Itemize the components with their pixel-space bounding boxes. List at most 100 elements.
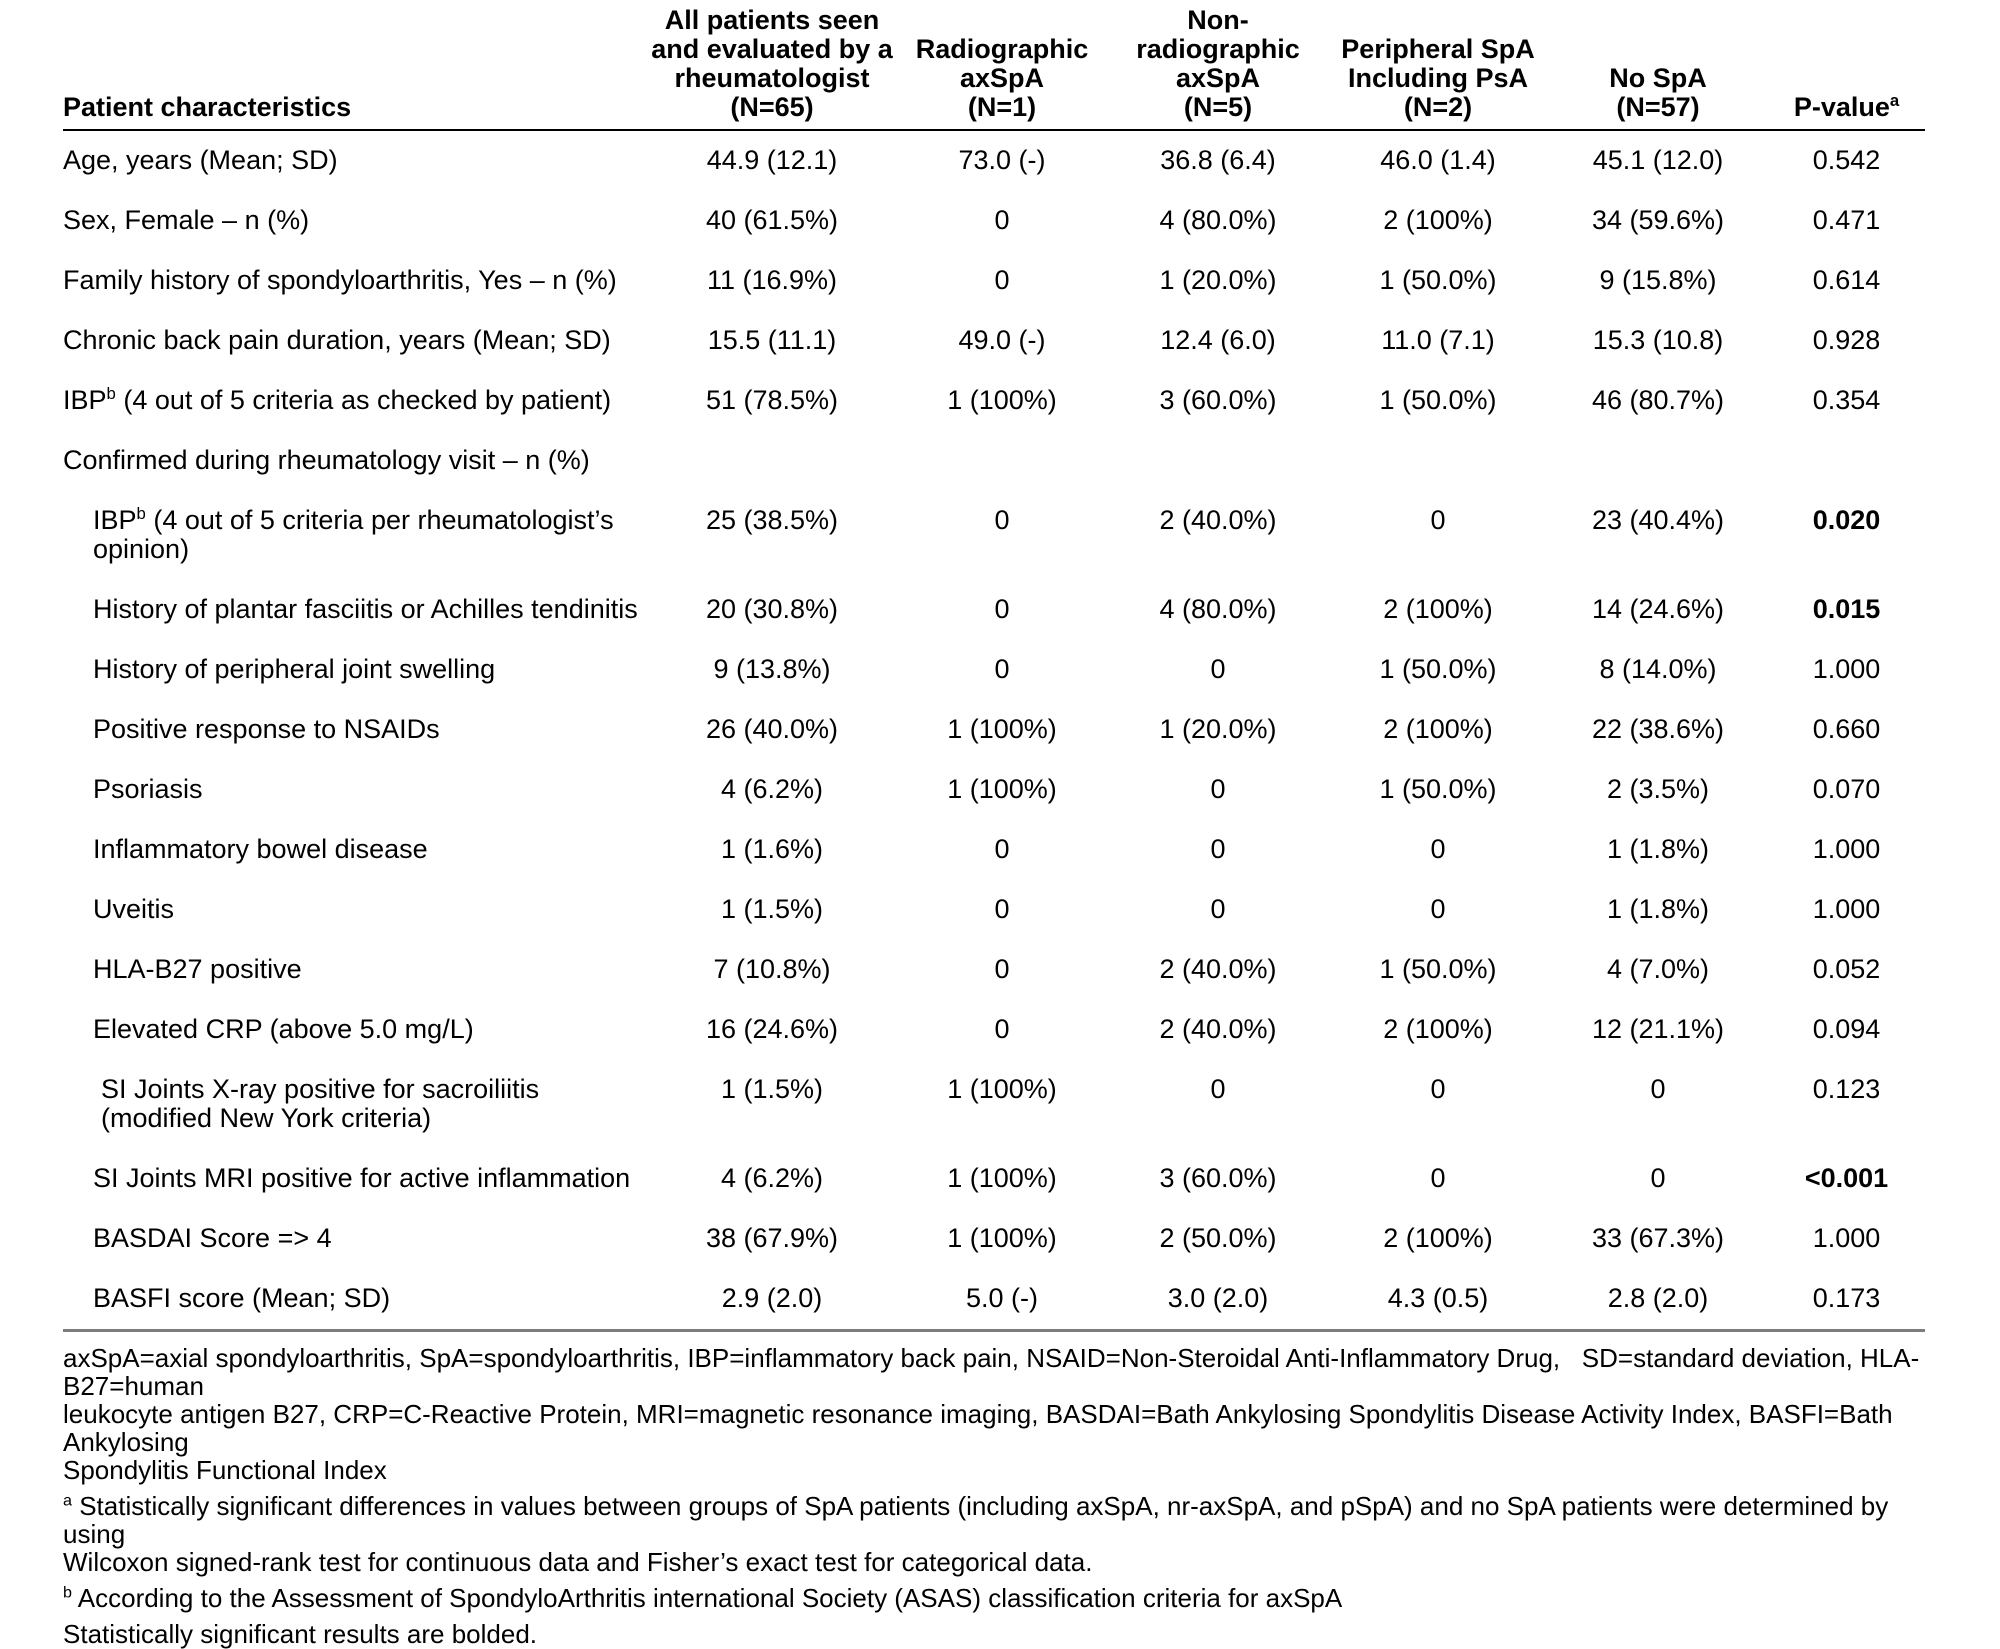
table-row: Chronic back pain duration, years (Mean;… <box>63 311 1925 371</box>
table-footnotes: axSpA=axial spondyloarthritis, SpA=spond… <box>63 1344 1938 1648</box>
footnote-text: axSpA=axial spondyloarthritis, SpA=spond… <box>63 1343 1920 1485</box>
value-cell: 2 (100%) <box>1383 714 1493 744</box>
value-cell: 5.0 (-) <box>965 1283 1038 1313</box>
value-cell: 0 <box>1210 654 1226 684</box>
value-cell: 12.4 (6.0) <box>1160 325 1276 355</box>
value-cell: 9 (15.8%) <box>1599 265 1717 295</box>
value-cell: 51 (78.5%) <box>705 385 839 415</box>
value-cell: 15.5 (11.1) <box>707 325 837 355</box>
row-label-cell: IBPb (4 out of 5 criteria as checked by … <box>63 384 612 415</box>
p-value-cell: 0.173 <box>1812 1283 1881 1313</box>
p-value-cell: 0.020 <box>1812 505 1881 535</box>
footnote: Statistically significant results are bo… <box>63 1620 1938 1648</box>
footnote-text: According to the Assessment of SpondyloA… <box>77 1583 1343 1613</box>
row-label-cell: Inflammatory bowel disease <box>93 834 428 864</box>
column-header-line: P-valuea <box>1793 91 1900 122</box>
value-cell: 0 <box>994 505 1010 535</box>
superscript-marker: b <box>136 504 146 523</box>
row-label-cell: Family history of spondyloarthritis, Yes… <box>63 265 617 295</box>
patient-characteristics-table: Patient characteristics All patients seen… <box>63 6 1925 1332</box>
p-value-cell: 0.094 <box>1812 1014 1881 1044</box>
value-cell: 2 (40.0%) <box>1159 954 1277 984</box>
p-value-cell: 1.000 <box>1812 894 1881 924</box>
column-header: Radiographic axSpA (N=1) <box>896 6 1108 131</box>
value-cell: 0 <box>994 1014 1010 1044</box>
row-label-cell: Uveitis <box>93 894 175 924</box>
row-label-cell: IBPb (4 out of 5 criteria per rheumatolo… <box>93 504 614 564</box>
value-cell: 0 <box>1210 774 1226 804</box>
footnote: a Statistically significant differences … <box>63 1492 1938 1576</box>
value-cell: 0 <box>1210 1074 1226 1104</box>
row-label-cell: Sex, Female – n (%) <box>63 205 310 235</box>
value-cell: 0 <box>1430 1074 1446 1104</box>
superscript-marker: b <box>106 384 116 403</box>
value-cell: 3 (60.0%) <box>1159 385 1277 415</box>
value-cell: 0 <box>994 265 1010 295</box>
value-cell: 1 (100%) <box>947 1223 1057 1253</box>
p-value-cell: 0.660 <box>1812 714 1881 744</box>
value-cell: 12 (21.1%) <box>1591 1014 1725 1044</box>
value-cell: 46.0 (1.4) <box>1380 145 1496 175</box>
footnote-marker: b <box>63 1583 72 1602</box>
row-label-cell: Age, years (Mean; SD) <box>63 145 338 175</box>
p-value-cell: 0.123 <box>1812 1074 1881 1104</box>
value-cell: 33 (67.3%) <box>1591 1223 1725 1253</box>
value-cell: 0 <box>1650 1074 1666 1104</box>
value-cell: 1 (20.0%) <box>1159 714 1277 744</box>
value-cell: 0 <box>994 894 1010 924</box>
value-cell: 1 (50.0%) <box>1379 654 1497 684</box>
value-cell: 9 (13.8%) <box>713 654 831 684</box>
column-header-line: axSpA <box>959 63 1045 93</box>
value-cell: 3.0 (2.0) <box>1167 1283 1269 1313</box>
value-cell: 14 (24.6%) <box>1591 594 1725 624</box>
row-label-cell: SI Joints X-ray positive for sacroiliiti… <box>101 1074 540 1133</box>
value-cell: 0 <box>1210 834 1226 864</box>
value-cell: 2 (40.0%) <box>1159 1014 1277 1044</box>
column-header-line: (N=2) <box>1403 92 1473 122</box>
value-cell: 0 <box>1430 1163 1446 1193</box>
value-cell: 1 (100%) <box>947 774 1057 804</box>
footnote-text: Statistically significant differences in… <box>63 1491 1889 1577</box>
column-header-line: Radiographic <box>915 34 1089 64</box>
p-value-cell: 0.070 <box>1812 774 1881 804</box>
value-cell: 1 (1.8%) <box>1606 834 1710 864</box>
table-row: HLA-B27 positive 7 (10.8%) 0 2 (40.0%) 1 (50… <box>63 940 1925 1000</box>
value-cell: 22 (38.6%) <box>1591 714 1725 744</box>
value-cell: 1 (100%) <box>947 714 1057 744</box>
table-row: BASFI score (Mean; SD) 2.9 (2.0) 5.0 (-) 3.… <box>63 1269 1925 1331</box>
value-cell: 1 (50.0%) <box>1379 265 1497 295</box>
p-value-cell: 0.614 <box>1812 265 1881 295</box>
value-cell: 0 <box>1430 894 1446 924</box>
value-cell: 44.9 (12.1) <box>706 145 838 175</box>
table-row: SI Joints X-ray positive for sacroiliiti… <box>63 1060 1925 1149</box>
column-header-line: axSpA <box>1175 63 1261 93</box>
row-label-cell: Elevated CRP (above 5.0 mg/L) <box>93 1014 474 1044</box>
value-cell: 0 <box>994 594 1010 624</box>
column-header-line: (N=57) <box>1616 92 1700 122</box>
row-label-cell: Positive response to NSAIDs <box>93 714 440 744</box>
p-value-cell: 0.542 <box>1812 145 1881 175</box>
value-cell: 4.3 (0.5) <box>1387 1283 1489 1313</box>
row-label-cell: Psoriasis <box>93 774 203 804</box>
column-header: No SpA (N=57) <box>1548 6 1768 131</box>
table-row: SI Joints MRI positive for active inflam… <box>63 1149 1925 1209</box>
table-header: Patient characteristics All patients seen… <box>63 6 1925 131</box>
value-cell: 2 (100%) <box>1383 1223 1493 1253</box>
value-cell: 1 (100%) <box>947 1074 1057 1104</box>
value-cell: 0 <box>1430 834 1446 864</box>
value-cell: 0 <box>1430 505 1446 535</box>
column-header: All patients seen and evaluated by a rheum… <box>648 6 896 131</box>
footnote: b According to the Assessment of Spondyl… <box>63 1584 1938 1612</box>
column-header: Patient characteristics <box>63 6 648 131</box>
column-header: P-valuea <box>1768 6 1925 131</box>
column-header: Non-radiographic axSpA (N=5) <box>1108 6 1328 131</box>
value-cell: 23 (40.4%) <box>1591 505 1725 535</box>
section-row: Confirmed during rheumatology visit – n … <box>63 431 1925 491</box>
column-header-line: (N=1) <box>967 92 1037 122</box>
p-value-cell: 0.015 <box>1812 594 1881 624</box>
p-value-cell: <0.001 <box>1804 1163 1889 1193</box>
value-cell: 2 (100%) <box>1383 594 1493 624</box>
value-cell: 45.1 (12.0) <box>1592 145 1724 175</box>
value-cell: 25 (38.5%) <box>705 505 839 535</box>
p-value-cell: 0.354 <box>1812 385 1881 415</box>
